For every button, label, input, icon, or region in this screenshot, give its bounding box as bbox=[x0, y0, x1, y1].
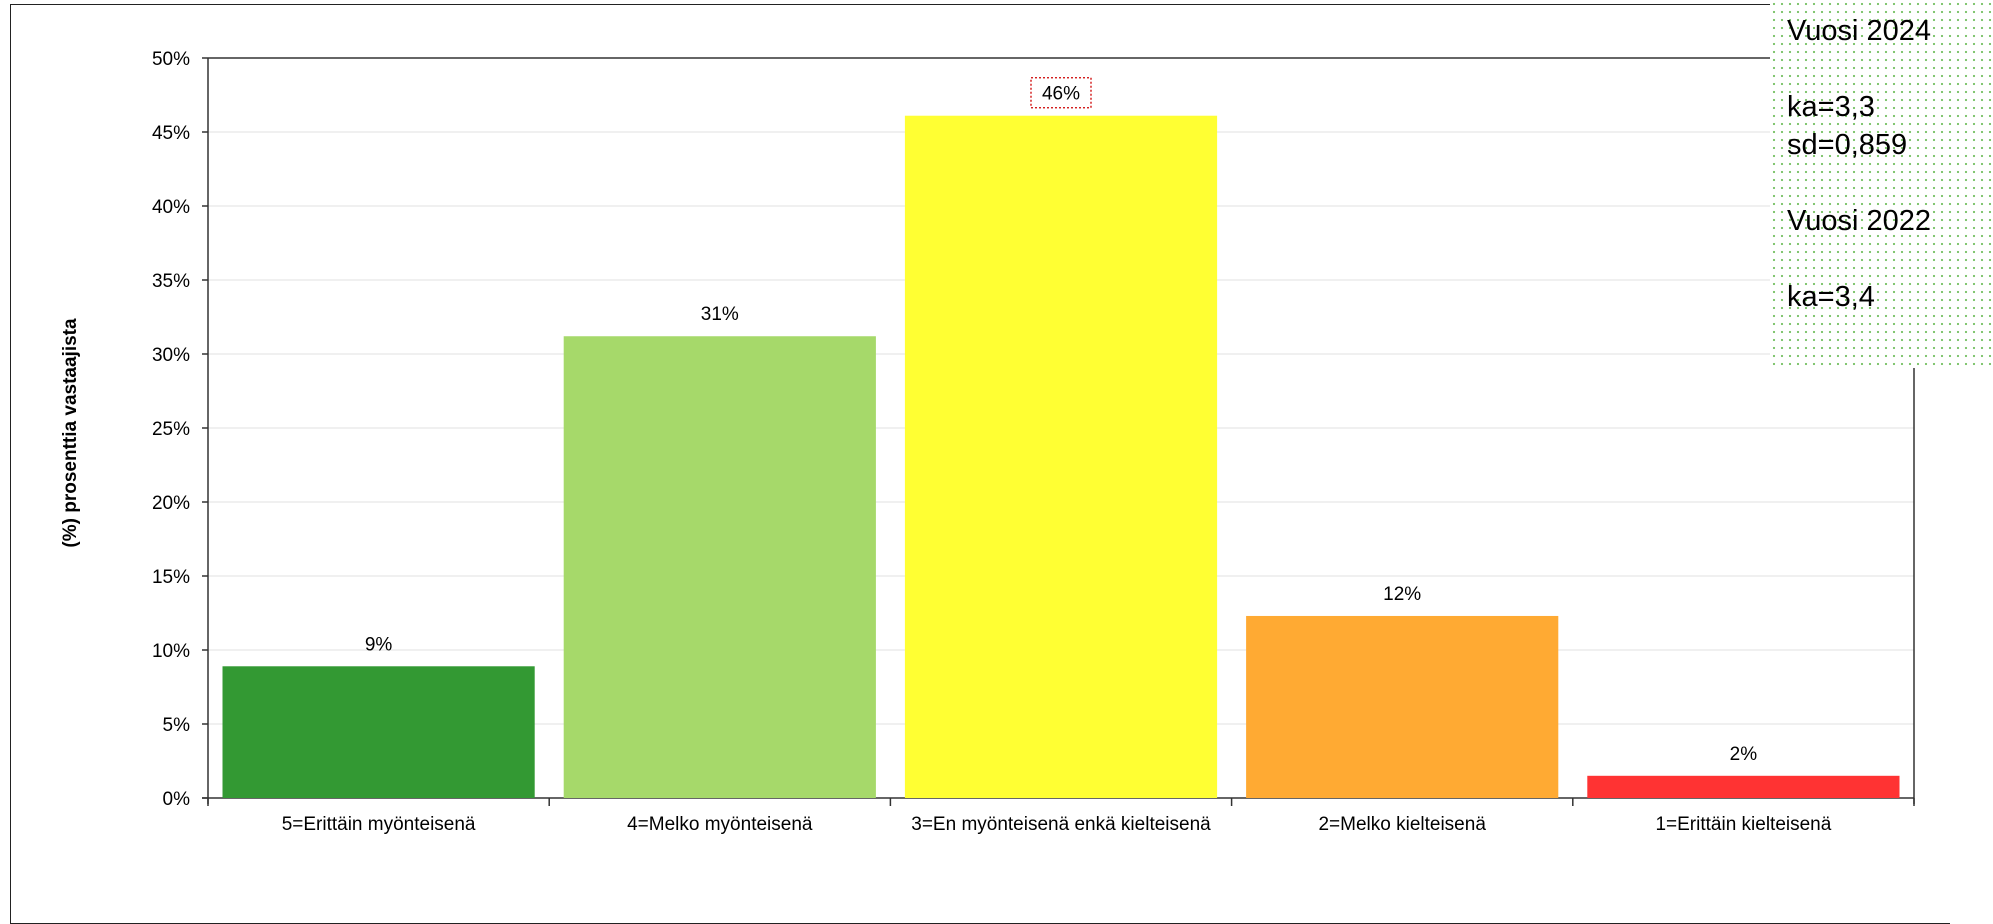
year-current-label: Vuosi 2024 bbox=[1787, 15, 1932, 47]
data-labels: 9% 31% 46% 12% 2% bbox=[365, 77, 1758, 765]
bar bbox=[1587, 775, 1900, 798]
statistics-box: Vuosi 2024 ka=3,3 sd=0,859 Vuosi 2022 ka… bbox=[1770, 0, 1993, 368]
mean-previous-label: ka=3,4 bbox=[1787, 281, 1875, 313]
sd-current-label: sd=0,859 bbox=[1787, 129, 1908, 161]
bar bbox=[563, 336, 876, 798]
data-label: 46% bbox=[1042, 84, 1080, 105]
x-tick-label: 2=Melko kielteisenä bbox=[1318, 814, 1486, 835]
data-label: 9% bbox=[365, 634, 393, 655]
bar bbox=[904, 115, 1218, 799]
x-tick-label: 4=Melko myönteisenä bbox=[627, 814, 813, 835]
x-tick-label: 5=Erittäin myönteisenä bbox=[282, 814, 476, 835]
y-tick-label: 25% bbox=[152, 419, 190, 440]
y-tick-label: 0% bbox=[163, 789, 191, 810]
x-tick-labels: 5=Erittäin myönteisenä 4=Melko myönteisen… bbox=[282, 814, 1832, 835]
mean-current-label: ka=3,3 bbox=[1787, 91, 1875, 123]
y-tick-label: 45% bbox=[152, 123, 190, 144]
data-label-highlight-box bbox=[1030, 77, 1092, 109]
y-tick-label: 30% bbox=[152, 345, 190, 366]
bar bbox=[1246, 615, 1559, 798]
year-previous-label: Vuosi 2022 bbox=[1787, 205, 1932, 237]
x-tick-label: 3=En myönteisenä enkä kielteisenä bbox=[911, 814, 1211, 835]
bars bbox=[222, 115, 1900, 799]
data-label: 12% bbox=[1383, 584, 1421, 605]
bar bbox=[222, 666, 535, 798]
y-tick-label: 10% bbox=[152, 641, 190, 662]
y-tick-label: 15% bbox=[152, 567, 190, 588]
y-tick-label: 40% bbox=[152, 197, 190, 218]
data-label: 31% bbox=[701, 304, 739, 325]
y-axis-label: (%) prosenttia vastaajista bbox=[60, 318, 81, 548]
y-tick-label: 5% bbox=[163, 715, 191, 736]
x-tick-label: 1=Erittäin kielteisenä bbox=[1655, 814, 1831, 835]
y-tick-label: 50% bbox=[152, 49, 190, 70]
y-tick-label: 20% bbox=[152, 493, 190, 514]
y-tick-labels: 0% 5% 10% 15% 20% 25% 30% 35% 40% 45% 50% bbox=[152, 49, 190, 810]
y-tick-label: 35% bbox=[152, 271, 190, 292]
data-label: 2% bbox=[1730, 744, 1758, 765]
